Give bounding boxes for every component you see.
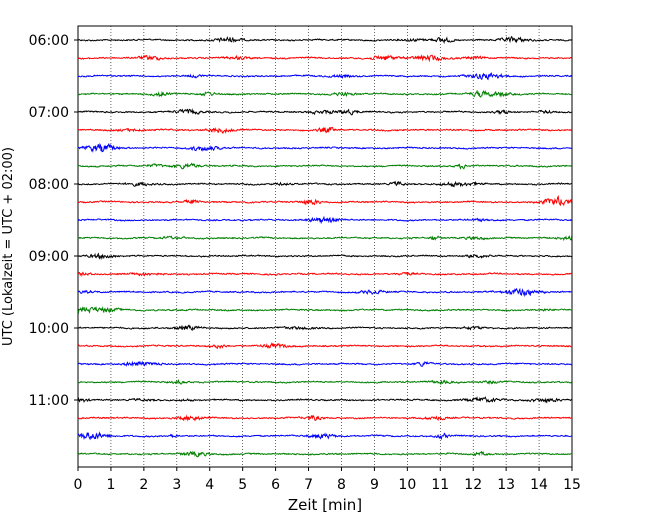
x-tick-label-13: 13 bbox=[497, 477, 515, 493]
x-tick-label-6: 6 bbox=[271, 477, 280, 493]
x-tick-label-5: 5 bbox=[238, 477, 247, 493]
trace-5 bbox=[77, 126, 573, 135]
x-tick-label-12: 12 bbox=[464, 477, 482, 493]
trace-23 bbox=[77, 450, 573, 458]
x-tick-label-11: 11 bbox=[431, 477, 449, 493]
trace-6 bbox=[77, 142, 573, 154]
trace-15 bbox=[77, 306, 573, 314]
trace-17 bbox=[77, 342, 573, 350]
y-tick-label-3: 09:00 bbox=[29, 249, 69, 265]
x-tick-label-1: 1 bbox=[106, 477, 115, 493]
trace-10 bbox=[77, 215, 573, 225]
x-tick-label-7: 7 bbox=[304, 477, 313, 493]
x-axis-ticks: 0 1 2 3 4 5 6 7 8 9 10 11 12 13 14 15 bbox=[74, 467, 581, 493]
x-tick-label-4: 4 bbox=[205, 477, 214, 493]
trace-8 bbox=[77, 180, 573, 188]
plot-area bbox=[77, 25, 573, 468]
trace-4 bbox=[77, 107, 573, 116]
trace-0 bbox=[77, 35, 573, 45]
trace-18 bbox=[77, 360, 573, 367]
y-tick-label-5: 11:00 bbox=[29, 393, 69, 409]
trace-19 bbox=[77, 378, 573, 386]
trace-14 bbox=[77, 287, 573, 298]
x-tick-label-3: 3 bbox=[172, 477, 181, 493]
seismic-traces bbox=[77, 35, 573, 458]
trace-13 bbox=[78, 271, 573, 277]
y-tick-label-4: 10:00 bbox=[29, 321, 69, 337]
trace-16 bbox=[77, 324, 573, 332]
trace-20 bbox=[77, 396, 573, 404]
trace-7 bbox=[77, 162, 573, 170]
trace-9 bbox=[77, 195, 573, 207]
x-tick-label-2: 2 bbox=[139, 477, 148, 493]
y-tick-label-1: 07:00 bbox=[29, 105, 69, 121]
trace-11 bbox=[77, 235, 573, 242]
x-tick-label-15: 15 bbox=[563, 477, 581, 493]
x-tick-label-10: 10 bbox=[398, 477, 416, 493]
y-tick-label-2: 08:00 bbox=[29, 177, 69, 193]
x-tick-label-8: 8 bbox=[337, 477, 346, 493]
trace-2 bbox=[77, 72, 573, 81]
trace-21 bbox=[77, 414, 573, 422]
x-tick-label-14: 14 bbox=[530, 477, 548, 493]
y-tick-label-0: 06:00 bbox=[29, 33, 69, 49]
trace-1 bbox=[77, 54, 573, 63]
x-tick-label-9: 9 bbox=[370, 477, 379, 493]
x-tick-label-0: 0 bbox=[74, 477, 83, 493]
y-axis-ticks: 06:00 07:00 08:00 09:00 10:00 11:00 bbox=[29, 33, 78, 409]
x-axis-label: Zeit [min] bbox=[288, 496, 362, 514]
trace-12 bbox=[77, 252, 573, 261]
trace-3 bbox=[77, 89, 573, 98]
y-axis-label: UTC (Lokalzeit = UTC + 02:00) bbox=[1, 147, 16, 346]
trace-22 bbox=[77, 431, 573, 441]
